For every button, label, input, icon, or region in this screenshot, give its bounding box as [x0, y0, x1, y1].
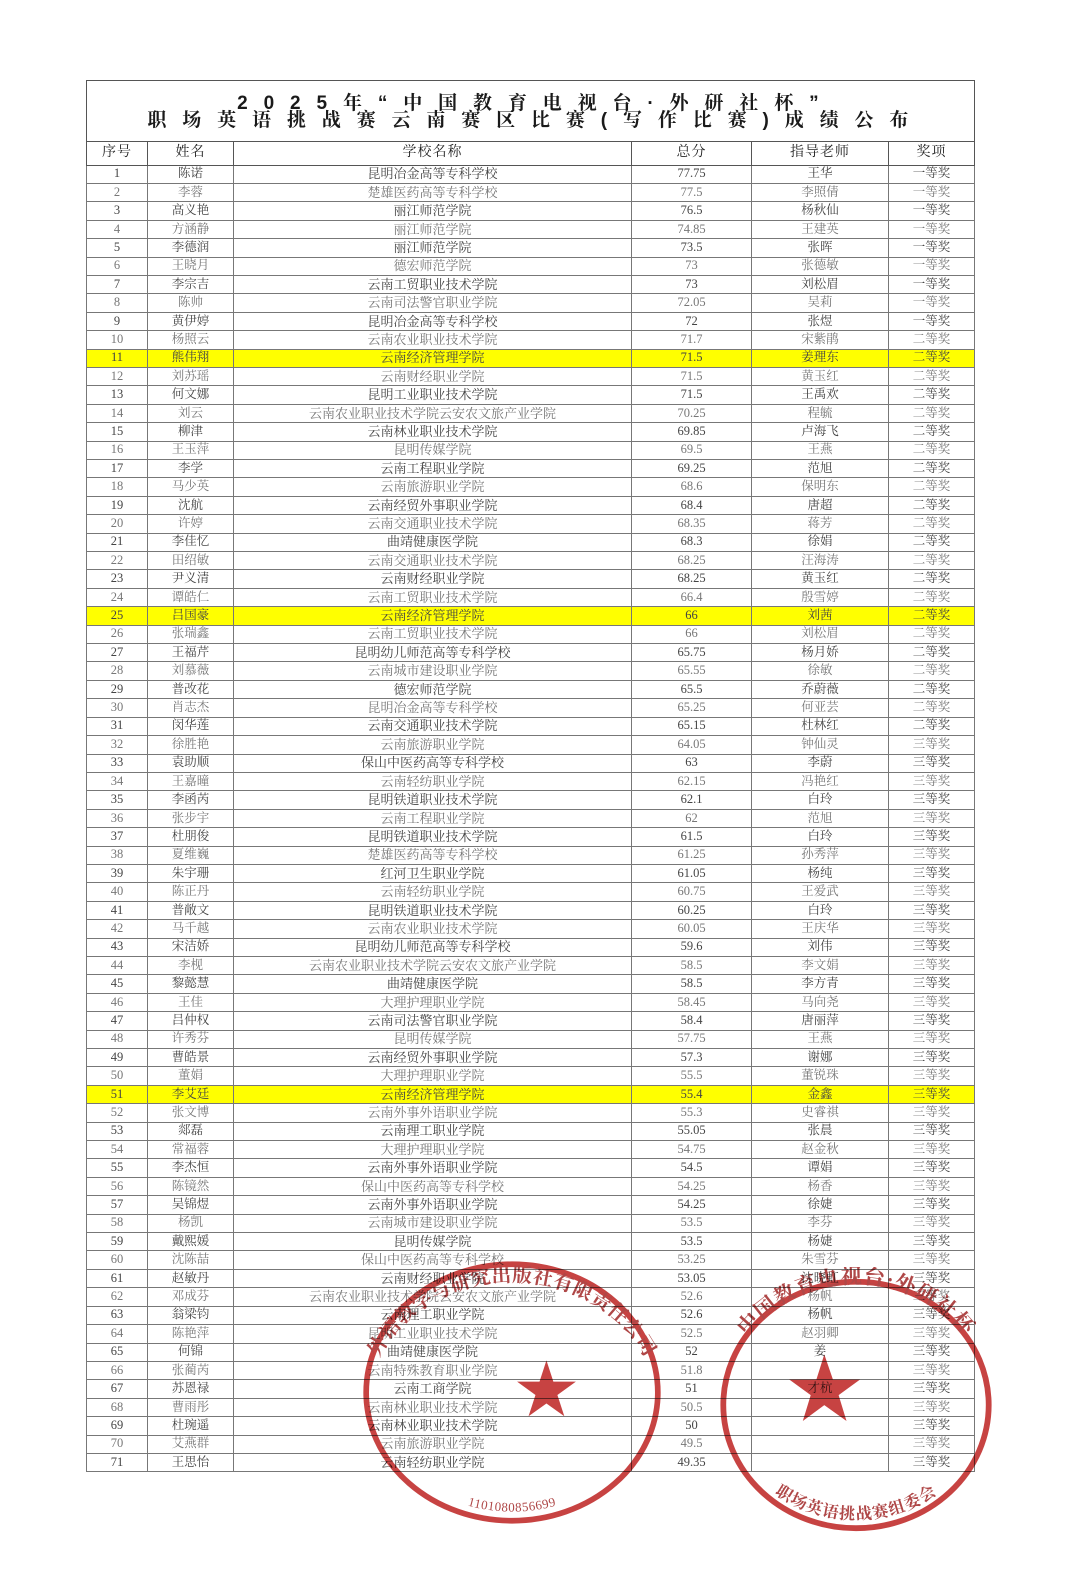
svg-text:1101080856699: 1101080856699 — [467, 1494, 558, 1515]
svg-text:中国教育电视台·外研社杯: 中国教育电视台·外研社杯 — [729, 1267, 983, 1341]
svg-text:外语教学与研究出版社有限责任公司: 外语教学与研究出版社有限责任公司 — [359, 1259, 666, 1361]
